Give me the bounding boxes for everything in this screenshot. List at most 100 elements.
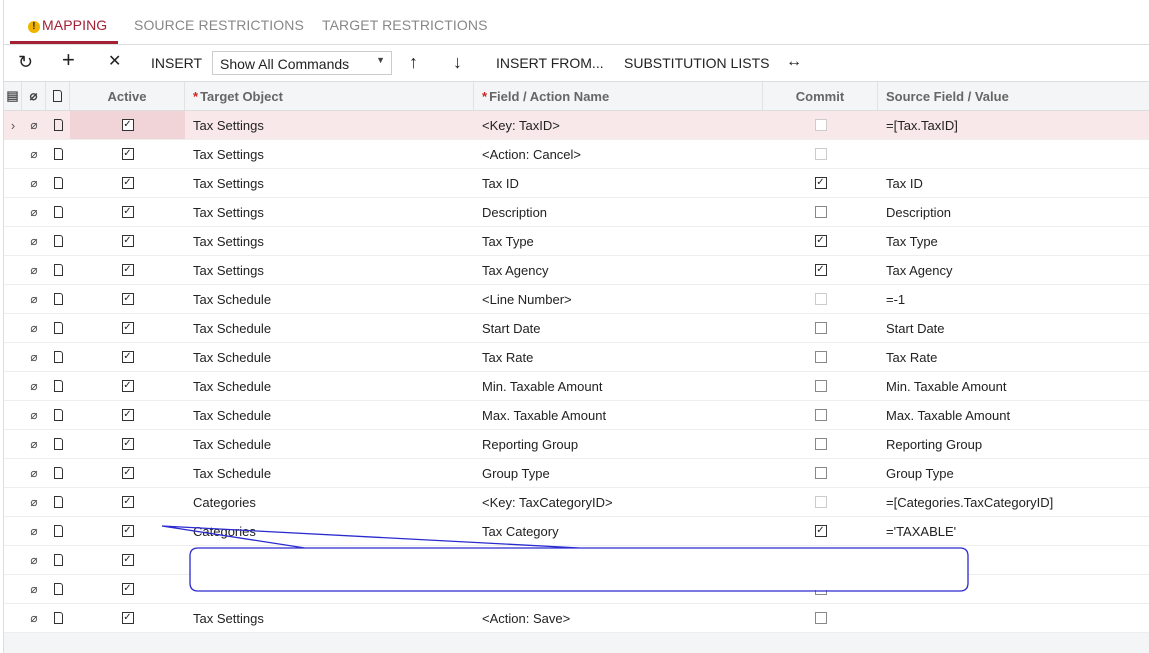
active-checkbox-cell[interactable]: ✓	[70, 575, 185, 603]
active-checkbox[interactable]: ✓	[121, 293, 134, 305]
commit-checkbox-cell[interactable]	[763, 314, 878, 342]
active-checkbox-cell[interactable]: ✓	[70, 169, 185, 197]
attachment-icon[interactable]: ⌀	[30, 350, 38, 364]
active-checkbox-cell[interactable]: ✓	[70, 459, 185, 487]
target-object-cell[interactable]: Tax Settings	[193, 117, 264, 133]
commit-checkbox[interactable]	[814, 322, 827, 334]
command-filter-select[interactable]: Show All Commands ▼	[212, 51, 392, 75]
active-checkbox[interactable]: ✓	[121, 612, 134, 624]
field-action-cell[interactable]: Tax ID	[482, 175, 519, 191]
note-icon[interactable]	[46, 372, 70, 400]
note-icon[interactable]	[46, 546, 70, 574]
source-field-cell[interactable]: Min. Taxable Amount	[886, 378, 1007, 394]
active-checkbox[interactable]: ✓	[121, 554, 134, 566]
note-icon[interactable]	[46, 256, 70, 284]
commit-checkbox[interactable]	[814, 380, 827, 392]
commit-checkbox-cell[interactable]: ✓	[763, 169, 878, 197]
active-checkbox-cell[interactable]: ✓	[70, 343, 185, 371]
field-action-cell[interactable]: Tax Rate	[482, 349, 534, 365]
table-row[interactable]: › ⌀ ✓ Tax Settings <Key: TaxID> =[Tax.Ta…	[4, 111, 1149, 140]
commit-checkbox-cell[interactable]	[763, 604, 878, 632]
note-icon[interactable]	[46, 169, 70, 197]
attachment-icon[interactable]: ⌀	[30, 292, 38, 306]
attachment-icon[interactable]: ⌀	[30, 437, 38, 451]
active-checkbox[interactable]: ✓	[121, 496, 134, 508]
source-field-cell[interactable]: ='TAXABLE'	[886, 523, 957, 539]
commit-checkbox[interactable]	[814, 612, 827, 624]
note-icon[interactable]	[46, 575, 70, 603]
target-object-cell[interactable]: Categories	[193, 523, 256, 539]
header-field-action[interactable]: * Field / Action Name	[474, 82, 763, 110]
commit-checkbox[interactable]	[814, 467, 827, 479]
commit-checkbox[interactable]: ✓	[814, 177, 827, 189]
commit-checkbox[interactable]	[814, 409, 827, 421]
active-checkbox-cell[interactable]: ✓	[70, 140, 185, 168]
commit-checkbox[interactable]	[814, 351, 827, 363]
active-checkbox-cell[interactable]: ✓	[70, 372, 185, 400]
source-field-cell[interactable]: Tax ID	[886, 175, 923, 191]
table-row[interactable]: ⌀ ✓ Tax Schedule Min. Taxable Amount Min…	[4, 372, 1149, 401]
table-row[interactable]: ⌀ ✓ Tax Settings Tax Type ✓ Tax Type	[4, 227, 1149, 256]
note-icon[interactable]	[46, 401, 70, 429]
note-icon[interactable]	[46, 343, 70, 371]
commit-checkbox-cell[interactable]	[763, 488, 878, 516]
row-selector[interactable]: ›	[10, 117, 16, 133]
active-checkbox-cell[interactable]: ✓	[70, 430, 185, 458]
source-field-cell[interactable]: Tax Agency	[886, 262, 953, 278]
active-checkbox[interactable]: ✓	[121, 409, 134, 421]
delete-row-button[interactable]: ✕	[108, 53, 122, 70]
attachment-icon[interactable]: ⌀	[30, 611, 38, 625]
attachment-icon[interactable]: ⌀	[30, 176, 38, 190]
active-checkbox[interactable]: ✓	[121, 438, 134, 450]
active-checkbox[interactable]: ✓	[121, 119, 134, 131]
target-object-cell[interactable]: Categories	[193, 494, 256, 510]
target-object-cell[interactable]: Tax Schedule	[193, 465, 272, 481]
table-row[interactable]: ⌀ ✓ Tax Settings <Action: Cancel>	[4, 140, 1149, 169]
table-row[interactable]: ⌀ ✓ Tax Schedule Reporting Group Reporti…	[4, 430, 1149, 459]
attachment-icon[interactable]: ⌀	[30, 234, 38, 248]
table-row[interactable]: ⌀ ✓ Categories <Key: TaxCategoryID> =[Ca…	[4, 488, 1149, 517]
commit-checkbox-cell[interactable]: ✓	[763, 227, 878, 255]
source-field-cell[interactable]: Max. Taxable Amount	[886, 407, 1011, 423]
note-icon[interactable]	[46, 314, 70, 342]
active-checkbox-cell[interactable]: ✓	[70, 546, 185, 574]
field-action-cell[interactable]: Group Type	[482, 465, 550, 481]
active-checkbox[interactable]: ✓	[121, 148, 134, 160]
active-checkbox[interactable]: ✓	[121, 351, 134, 363]
table-row[interactable]: ⌀ ✓ Tax Schedule <Line Number> =-1	[4, 285, 1149, 314]
commit-checkbox[interactable]: ✓	[814, 264, 827, 276]
table-row[interactable]: ⌀ ✓ Tax Schedule Tax Rate Tax Rate	[4, 343, 1149, 372]
source-field-cell[interactable]: =[Categories.TaxCategoryID]	[886, 494, 1054, 510]
source-field-cell[interactable]: Tax Rate	[886, 349, 938, 365]
tab-target-restrictions[interactable]: TARGET RESTRICTIONS	[322, 17, 488, 33]
add-row-button[interactable]: +	[62, 47, 75, 72]
move-down-button[interactable]: ↓	[453, 52, 462, 72]
commit-checkbox-cell[interactable]	[763, 111, 878, 139]
field-action-cell[interactable]: <Action: Cancel>	[482, 146, 582, 162]
field-action-cell[interactable]: Tax Category	[482, 523, 559, 539]
header-target-object[interactable]: * Target Object	[185, 82, 474, 110]
note-icon[interactable]	[46, 488, 70, 516]
header-commit[interactable]: Commit	[763, 82, 878, 110]
attachment-icon[interactable]: ⌀	[30, 263, 38, 277]
commit-checkbox-cell[interactable]	[763, 198, 878, 226]
attachment-icon[interactable]: ⌀	[30, 466, 38, 480]
commit-checkbox-cell[interactable]	[763, 372, 878, 400]
note-icon[interactable]	[46, 111, 70, 139]
header-active[interactable]: Active	[70, 82, 185, 110]
field-action-cell[interactable]: Reporting Group	[482, 436, 579, 452]
active-checkbox-cell[interactable]: ✓	[70, 517, 185, 545]
header-source-field[interactable]: Source Field / Value	[878, 82, 1149, 110]
target-object-cell[interactable]: Tax Schedule	[193, 436, 272, 452]
active-checkbox[interactable]: ✓	[121, 380, 134, 392]
commit-checkbox[interactable]	[814, 438, 827, 450]
active-checkbox[interactable]: ✓	[121, 467, 134, 479]
active-checkbox[interactable]: ✓	[121, 235, 134, 247]
note-icon[interactable]	[46, 285, 70, 313]
field-action-cell[interactable]: Start Date	[482, 320, 541, 336]
attachment-icon[interactable]: ⌀	[30, 553, 38, 567]
active-checkbox-cell[interactable]: ✓	[70, 198, 185, 226]
note-icon[interactable]	[46, 517, 70, 545]
table-row[interactable]: ⌀ ✓ Tax Schedule Group Type Group Type	[4, 459, 1149, 488]
note-icon[interactable]	[46, 227, 70, 255]
